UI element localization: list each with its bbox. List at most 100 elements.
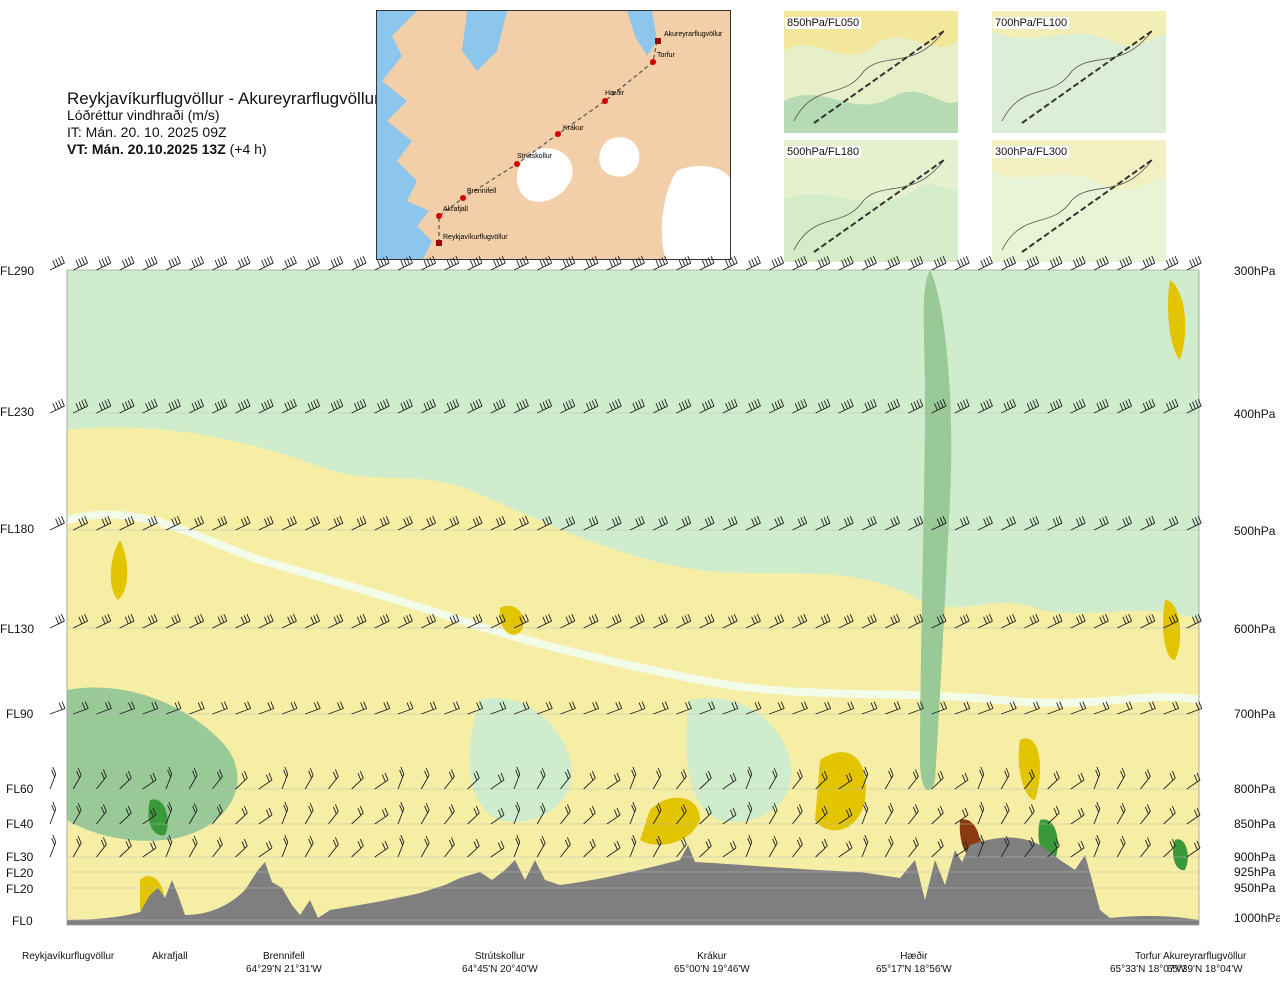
inset-500hpa-svg <box>784 140 958 262</box>
wind-barb <box>931 701 948 715</box>
wind-barb <box>745 255 761 271</box>
station-label-haedir: Hæðir <box>605 89 625 97</box>
wind-barb <box>96 769 107 790</box>
wind-barb <box>1024 398 1040 414</box>
wind-barb <box>769 613 785 629</box>
wind-barb <box>745 515 761 531</box>
wind-barb <box>629 515 645 531</box>
wind-barb <box>977 701 994 715</box>
inset-850hpa-label: 850hPa/FL050 <box>785 17 862 29</box>
route-map: Akureyrarflugvöllur Torfur Hæðir Krákur … <box>376 10 731 260</box>
wind-barb <box>629 701 646 715</box>
wind-barb <box>212 769 223 790</box>
waypoint-akureyri: Akureyrarflugvöllur 65°39'N 18°04'W <box>1163 950 1246 976</box>
wind-barb <box>769 255 785 271</box>
wind-barb <box>119 770 132 790</box>
wind-barb <box>769 701 785 715</box>
wind-barb <box>931 613 947 629</box>
wind-barb <box>397 701 414 715</box>
wind-barb <box>908 769 919 790</box>
wind-barb <box>119 255 135 271</box>
wind-barb <box>165 801 173 825</box>
field-downdraft-west <box>67 687 238 841</box>
wind-barb <box>1140 837 1151 858</box>
wind-barb <box>235 613 251 629</box>
wind-barb <box>305 398 321 414</box>
wind-barb <box>606 398 622 414</box>
wind-barb <box>444 515 460 531</box>
wind-barb <box>1024 769 1035 790</box>
wind-barb <box>861 398 877 414</box>
field-updraft-cell-2 <box>499 605 524 635</box>
wind-barb <box>1117 613 1133 629</box>
wind-barb <box>49 801 57 825</box>
wind-barb <box>490 398 506 414</box>
wind-barb <box>629 834 637 858</box>
wind-barb <box>258 807 273 825</box>
wind-barb <box>490 701 507 715</box>
inset-700hpa-svg <box>992 11 1166 133</box>
wind-barb <box>745 613 761 629</box>
wind-barb <box>142 515 158 531</box>
wind-barb <box>1001 701 1017 715</box>
wind-barb <box>699 255 715 271</box>
wind-barb <box>954 613 970 629</box>
fl-label-7: FL30 <box>6 850 34 864</box>
wind-barb <box>954 840 969 858</box>
wind-barb <box>513 834 521 858</box>
wind-barb <box>189 398 205 414</box>
wind-barb <box>351 255 367 271</box>
wind-barb <box>745 834 753 858</box>
wind-barb <box>1163 805 1176 825</box>
wind-barb <box>467 255 483 271</box>
wind-barb <box>676 837 687 858</box>
wind-barb <box>374 398 390 414</box>
wind-barb <box>908 701 924 715</box>
wind-barb <box>1024 255 1040 271</box>
wind-barb <box>653 701 669 715</box>
wind-barb <box>467 398 483 414</box>
wind-barb <box>235 770 248 790</box>
wind-barb <box>142 840 157 858</box>
wind-barb <box>1024 515 1040 531</box>
station-akureyri <box>655 38 661 44</box>
wind-barb <box>304 835 314 858</box>
wind-barb <box>374 255 390 271</box>
parameter-label: Lóðréttur vindhraði (m/s) <box>67 107 220 123</box>
wind-barb <box>235 838 248 858</box>
wind-barb <box>444 613 460 629</box>
wind-barb <box>908 515 924 531</box>
wind-barb <box>165 398 181 414</box>
inset-500hpa-label: 500hPa/FL180 <box>785 146 862 158</box>
wind-barb <box>629 398 645 414</box>
wind-barb <box>745 701 762 715</box>
wind-barb <box>792 701 808 715</box>
wind-barb <box>490 255 506 271</box>
wind-barb <box>444 255 460 271</box>
wind-barb <box>490 807 505 825</box>
wind-barb <box>513 613 529 629</box>
field-near-zero-band <box>67 510 1199 707</box>
wind-barb <box>281 255 297 271</box>
wind-barb <box>397 834 405 858</box>
wind-barb <box>861 766 869 790</box>
waypoint-name: Brennifell <box>263 951 305 962</box>
wind-barb <box>722 807 737 825</box>
field-updraft-cell-7 <box>1018 738 1040 800</box>
wind-barb <box>954 772 969 790</box>
eyjafjordur <box>627 11 657 56</box>
wind-barb <box>885 701 901 715</box>
wind-barb <box>351 838 364 858</box>
wind-barb <box>536 767 546 790</box>
wind-barb <box>467 515 483 531</box>
wind-barb <box>467 770 480 790</box>
wind-barb <box>1070 255 1086 271</box>
wind-barb <box>1140 804 1151 825</box>
wind-barb <box>119 701 136 715</box>
waypoint-name: Strútskollur <box>474 951 525 962</box>
wind-barb <box>1047 805 1060 825</box>
wind-barb <box>49 701 66 715</box>
wind-barb <box>305 255 321 271</box>
wind-barb <box>421 398 437 414</box>
wind-barb <box>815 613 831 629</box>
